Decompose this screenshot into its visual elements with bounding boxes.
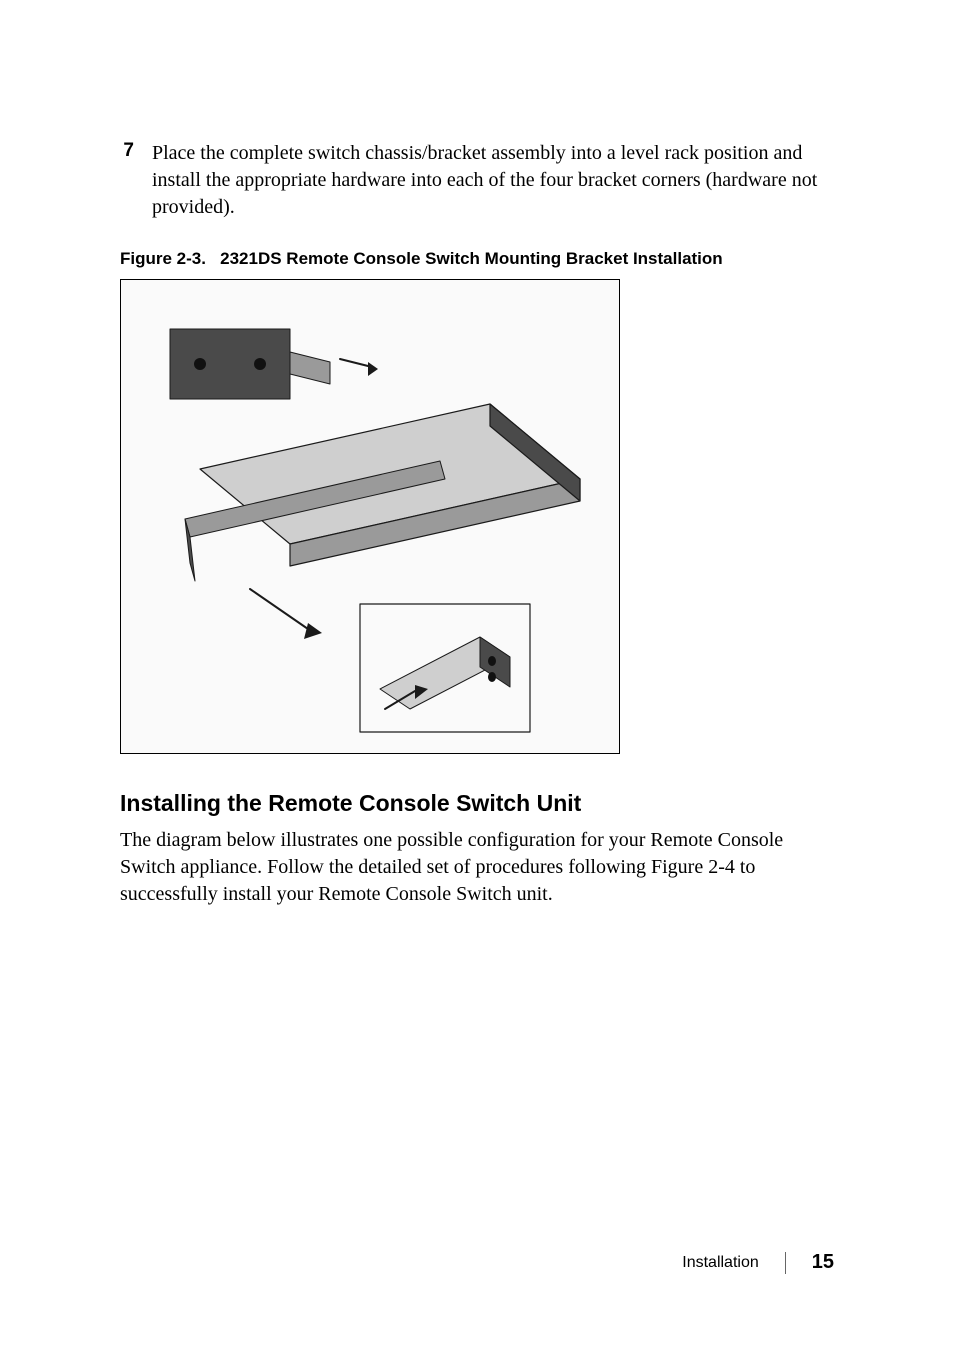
footer-page-number: 15 bbox=[812, 1251, 834, 1274]
figure-label: Figure 2-3. bbox=[120, 249, 206, 268]
figure-title: Figure 2-3. 2321DS Remote Console Switch… bbox=[120, 249, 834, 269]
section-body: The diagram below illustrates one possib… bbox=[120, 827, 834, 908]
figure-box bbox=[120, 279, 620, 754]
figure-caption: 2321DS Remote Console Switch Mounting Br… bbox=[220, 249, 723, 268]
page: 7 Place the complete switch chassis/brac… bbox=[0, 0, 954, 1352]
footer: Installation 15 bbox=[682, 1251, 834, 1274]
step-text: Place the complete switch chassis/bracke… bbox=[152, 140, 834, 221]
footer-separator bbox=[785, 1252, 786, 1274]
step-number: 7 bbox=[120, 140, 134, 221]
step-7: 7 Place the complete switch chassis/brac… bbox=[120, 140, 834, 221]
mounting-bracket-diagram-icon bbox=[130, 289, 610, 744]
footer-chapter: Installation bbox=[682, 1254, 759, 1272]
section-title: Installing the Remote Console Switch Uni… bbox=[120, 790, 834, 817]
